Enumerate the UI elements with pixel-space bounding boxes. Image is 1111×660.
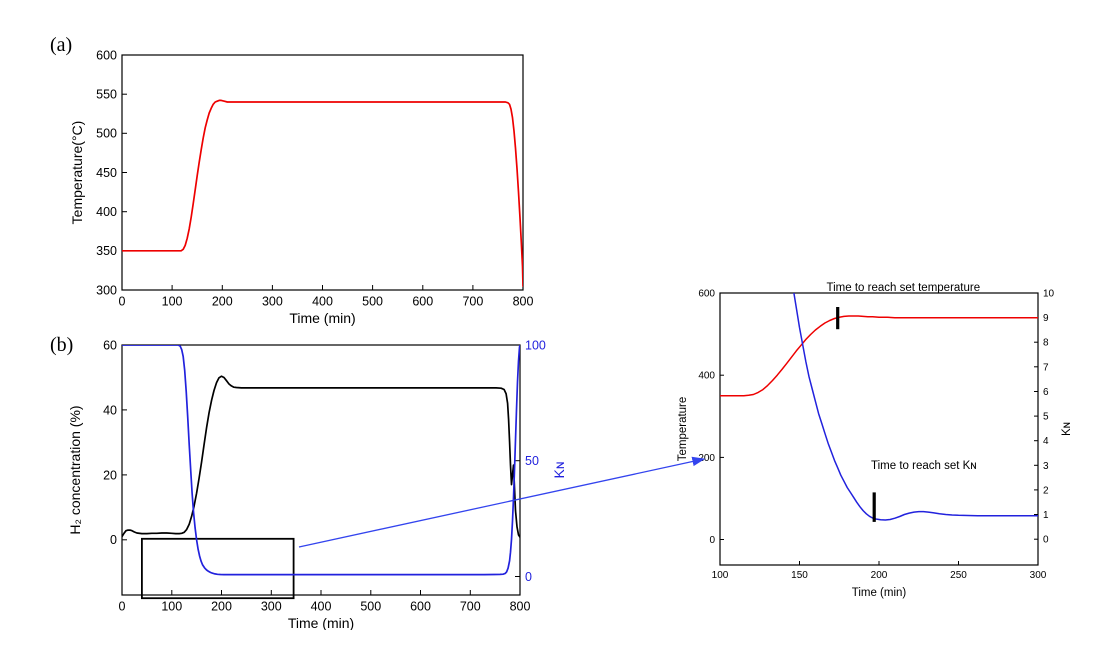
x-tick-label: 200 bbox=[211, 600, 232, 614]
x-tick-label: 600 bbox=[410, 600, 431, 614]
y2-tick-label: 8 bbox=[1043, 338, 1049, 349]
chart-zoom-inset: 100 150 200 250 300 0 200 400 600 0 1 2 3 4 5 6 7 8 9 10 Tim… bbox=[660, 270, 1090, 610]
x-tick-label: 100 bbox=[712, 570, 729, 581]
chart-b-svg: 0 100 200 300 400 500 600 700 8000204060050100Ti… bbox=[67, 338, 567, 631]
y2-axis-title: Kɴ bbox=[1061, 422, 1073, 436]
series-temperature bbox=[122, 99, 523, 287]
y2-tick-label: 50 bbox=[525, 454, 539, 468]
x-axis-title: Time (min) bbox=[289, 310, 355, 326]
x-tick-label: 0 bbox=[119, 600, 126, 614]
y-tick-label: 60 bbox=[103, 338, 117, 352]
y2-tick-label: 10 bbox=[1043, 289, 1055, 300]
x-tick-label: 300 bbox=[1030, 570, 1047, 581]
y-axis-title: Temperature(°C) bbox=[69, 121, 85, 225]
y-tick-label: 600 bbox=[698, 289, 715, 300]
x-tick-label: 600 bbox=[412, 295, 433, 309]
chart-zoom-svg: 100 150 200 250 300 0 200 400 600 0 1 2 3 4 5 6 7 8 9 10 Tim… bbox=[677, 282, 1073, 599]
x-tick-label: 800 bbox=[510, 600, 531, 614]
y2-tick-label: 5 bbox=[1043, 412, 1049, 423]
x-tick-label: 300 bbox=[262, 295, 283, 309]
x-tick-label: 400 bbox=[311, 600, 332, 614]
series-temperature-zoom bbox=[720, 315, 1038, 397]
y-tick-label: 0 bbox=[110, 533, 117, 547]
y2-tick-label: 0 bbox=[1043, 535, 1049, 546]
y2-tick-label: 1 bbox=[1043, 510, 1049, 521]
annotation-time-to-reach-set-kn: Time to reach set Kɴ bbox=[871, 460, 977, 472]
panel-label-b: (b) bbox=[50, 334, 74, 356]
x-tick-label: 250 bbox=[950, 570, 967, 581]
x-axis-title: Time (min) bbox=[852, 587, 907, 599]
y2-tick-label: 3 bbox=[1043, 461, 1049, 472]
y-tick-label: 400 bbox=[698, 371, 715, 382]
y2-tick-label: 6 bbox=[1043, 387, 1049, 398]
y-tick-label: 450 bbox=[96, 166, 117, 180]
chart-temperature-vs-time: 0 100 200 300 400 500 600 700 800 300 350 400 450 500… bbox=[40, 30, 540, 330]
x-tick-label: 500 bbox=[360, 600, 381, 614]
y2-tick-label: 9 bbox=[1043, 313, 1049, 324]
y2-tick-label: 4 bbox=[1043, 436, 1049, 447]
y-axis-title: Temperature bbox=[677, 397, 689, 462]
series-kn bbox=[122, 345, 520, 576]
y-tick-label: 200 bbox=[698, 453, 715, 464]
zoom-region-box bbox=[141, 537, 295, 600]
y-tick-label: 300 bbox=[96, 283, 117, 297]
x-tick-label: 300 bbox=[261, 600, 282, 614]
x-axis-title: Time (min) bbox=[288, 615, 354, 630]
y-tick-label: 500 bbox=[96, 127, 117, 141]
plot-frame bbox=[121, 54, 524, 291]
y-axis-title: H₂ concentration (%) bbox=[67, 405, 83, 534]
x-tick-label: 200 bbox=[871, 570, 888, 581]
chart-h2-concentration-and-kn: 0 100 200 300 400 500 600 700 800 0 20 40 60 0 50 100 Ti… bbox=[40, 330, 580, 631]
y2-tick-label: 7 bbox=[1043, 362, 1049, 373]
y-tick-label: 40 bbox=[103, 403, 117, 417]
y-tick-label: 20 bbox=[103, 468, 117, 482]
chart-a-svg: 0 100 200 300 400 500 600 700 800 300 350 400 450 500… bbox=[69, 48, 534, 326]
y-tick-label: 0 bbox=[709, 535, 715, 546]
x-tick-label: 800 bbox=[513, 295, 534, 309]
plot-frame bbox=[719, 292, 1039, 566]
series-h2-concentration bbox=[122, 375, 520, 539]
x-tick-label: 100 bbox=[161, 600, 182, 614]
x-tick-label: 700 bbox=[462, 295, 483, 309]
y2-tick-label: 100 bbox=[525, 338, 546, 352]
x-tick-label: 500 bbox=[362, 295, 383, 309]
plot-frame bbox=[121, 344, 521, 596]
x-tick-label: 700 bbox=[460, 600, 481, 614]
y-tick-label: 550 bbox=[96, 88, 117, 102]
y2-tick-label: 0 bbox=[525, 570, 532, 584]
y-tick-label: 350 bbox=[96, 244, 117, 258]
annotation-time-to-reach-set-temperature: Time to reach set temperature bbox=[827, 282, 981, 294]
x-tick-label: 200 bbox=[212, 295, 233, 309]
y2-tick-label: 2 bbox=[1043, 485, 1049, 496]
panel-label-a: (a) bbox=[50, 34, 73, 56]
x-tick-label: 150 bbox=[791, 570, 808, 581]
y-tick-label: 400 bbox=[96, 205, 117, 219]
x-tick-label: 400 bbox=[312, 295, 333, 309]
y2-axis-title: Kɴ bbox=[551, 461, 567, 478]
series-kn-zoom bbox=[793, 293, 1038, 521]
x-tick-label: 100 bbox=[162, 295, 183, 309]
x-tick-label: 0 bbox=[119, 295, 126, 309]
y-tick-label: 600 bbox=[96, 48, 117, 62]
